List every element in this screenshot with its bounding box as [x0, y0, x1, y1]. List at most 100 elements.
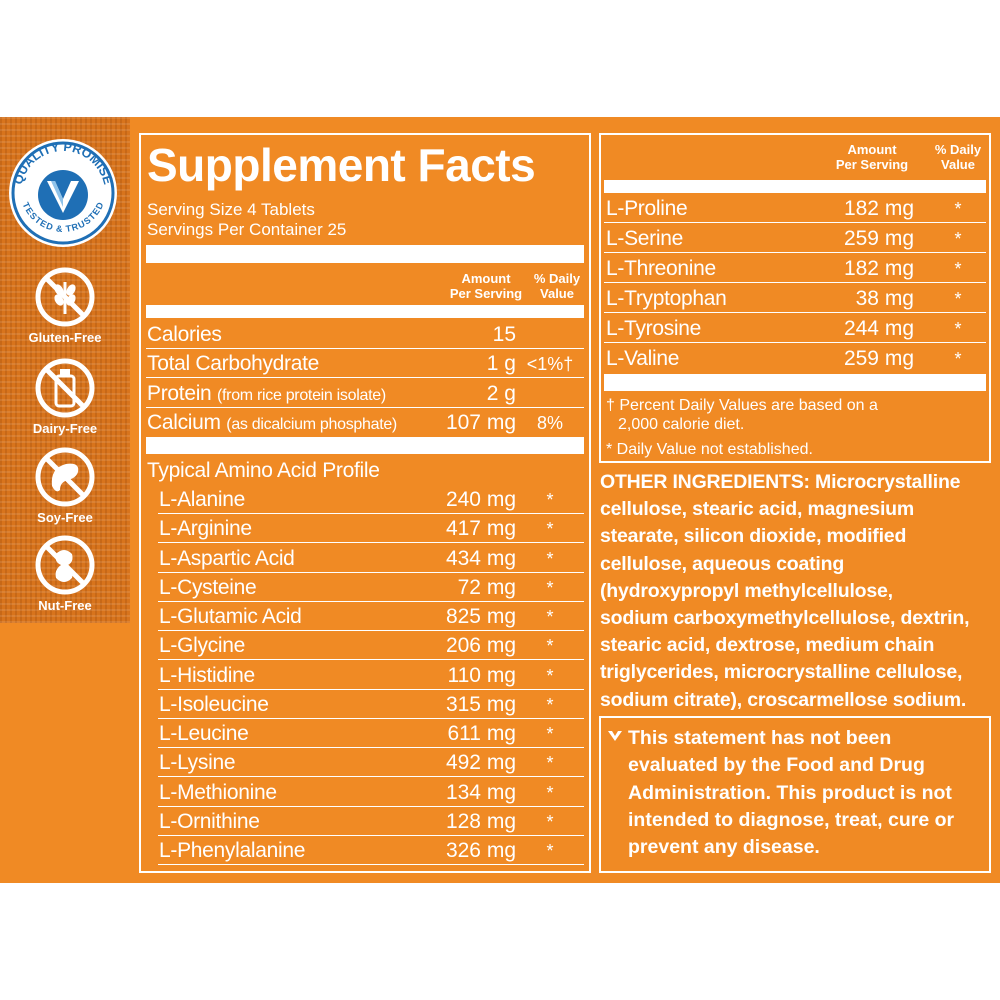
row-divider	[158, 542, 584, 544]
nutrient-amount: 259 mg	[843, 227, 914, 250]
nutrient-daily-value: *	[546, 665, 554, 686]
label-panel	[0, 117, 1000, 883]
nutrient-daily-value: *	[546, 636, 554, 657]
bottle-crossed-icon	[35, 358, 95, 418]
ingredients-line: stearate, silicon dioxide, modified	[600, 525, 907, 548]
statement-line: prevent any disease.	[628, 836, 820, 859]
nutrient-name: Calories	[147, 323, 222, 346]
nutrient-amount: 434 mg	[445, 546, 516, 570]
nutrient-name: Total Carbohydrate	[147, 352, 320, 376]
amino-acid-row: L-Threonine 182 mg *	[604, 254, 986, 282]
amino-acid-row: L-Serine 259 mg *	[604, 224, 986, 252]
row-divider	[158, 805, 584, 807]
nutrient-amount: 15	[492, 323, 516, 346]
fda-statement: This statement has not been evaluated by …	[628, 725, 988, 861]
nutrient-name: L-Serine	[606, 227, 683, 250]
nutrient-amount: 38 mg	[855, 287, 914, 310]
medium-divider-right	[604, 180, 986, 193]
nut-free-badge: Nut-Free	[0, 534, 130, 613]
ingredients-line: (hydroxypropyl methylcellulose,	[600, 579, 893, 602]
serving-size: Serving Size 4 Tablets	[147, 200, 315, 219]
soybean-crossed-icon	[35, 447, 95, 507]
nutrient-amount: 492 mg	[445, 751, 516, 775]
nutrient-daily-value: 8%	[536, 412, 563, 433]
nutrient-daily-value: *	[546, 753, 554, 774]
nutrient-amount: 2 g	[486, 381, 516, 405]
nut-free-label: Nut-Free	[38, 598, 92, 613]
nutrient-daily-value: *	[546, 607, 554, 627]
row-divider	[158, 630, 584, 631]
amino-acid-row: L-Ornithine 128 mg *	[146, 807, 584, 835]
nutrient-amount: 825 mg	[445, 605, 516, 628]
supplement-facts-box-right	[599, 133, 991, 463]
nutrient-name: L-Methionine	[159, 780, 277, 804]
peanut-crossed-icon	[35, 535, 95, 595]
nutrient-daily-value: <1%†	[526, 354, 574, 375]
amino-profile-header: Typical Amino Acid Profile	[147, 459, 380, 482]
amino-acid-row: L-Glutamic Acid 825 mg *	[146, 602, 584, 630]
nutrient-row: Protein (from rice protein isolate) 2 g	[146, 379, 584, 407]
amino-acid-row: L-Phenylalanine 326 mg *	[146, 836, 584, 864]
footnote-dv-not-established: * Daily Value not established.	[606, 441, 813, 458]
nutrient-amount: 182 mg	[843, 257, 914, 280]
statement-line: This statement has not been	[628, 727, 892, 749]
nutrient-name: L-Arginine	[159, 517, 252, 541]
ingredients-line: stearic acid, dextrose, medium chain	[600, 634, 935, 657]
row-divider	[146, 348, 584, 349]
nutrient-daily-value: *	[954, 259, 962, 279]
dairy-free-badge: Dairy-Free	[0, 357, 130, 436]
amino-acid-row: L-Cysteine 72 mg *	[146, 573, 584, 601]
nutrient-daily-value: *	[954, 349, 962, 369]
facts-title: Supplement Facts	[147, 139, 536, 191]
nutrient-name: L-Valine	[606, 347, 680, 370]
header-daily-value-right: % Daily Value	[934, 142, 982, 172]
servings-per-container: Servings Per Container 25	[147, 220, 347, 239]
soy-free-label: Soy-Free	[37, 510, 93, 525]
nutrient-daily-value: *	[954, 229, 962, 249]
amino-acid-row: L-Proline 182 mg *	[604, 194, 986, 222]
ingredients-line: sodium carboxymethylcellulose, dextrin,	[600, 607, 970, 630]
thick-divider-2	[146, 437, 584, 454]
nutrient-daily-value: *	[546, 577, 554, 598]
row-divider	[158, 834, 584, 836]
header-daily-value: % Daily Value	[533, 271, 581, 301]
amino-acid-row: L-Glycine 206 mg *	[146, 631, 584, 659]
nutrient-name: Calcium (as dicalcium phosphate)	[147, 410, 397, 434]
nutrient-name: L-Glycine	[159, 634, 245, 658]
ingredients-line: triglycerides, microcrystalline cellulos…	[600, 661, 963, 684]
nutrient-name: L-Proline	[606, 197, 688, 220]
nutrient-name: L-Threonine	[606, 257, 716, 280]
chevron-down-icon	[608, 731, 622, 741]
ingredients-line: cellulose, stearic acid, magnesium	[600, 498, 915, 521]
amino-acid-row: L-Valine 259 mg *	[604, 344, 986, 372]
nutrient-name: L-Tryptophan	[606, 287, 727, 310]
fda-statement-box	[599, 716, 991, 873]
header-amount-right: Amount Per Serving	[835, 142, 909, 172]
nutrient-daily-value: *	[546, 811, 554, 832]
gluten-free-label: Gluten-Free	[28, 330, 102, 345]
nutrient-amount: 240 mg	[445, 488, 516, 511]
nutrient-daily-value: *	[954, 289, 962, 309]
nutrient-amount: 182 mg	[843, 197, 914, 220]
nutrient-daily-value: *	[546, 548, 554, 569]
amino-acid-row: L-Tryptophan 38 mg *	[604, 284, 986, 312]
nutrient-name: L-Phenylalanine	[159, 839, 306, 862]
nutrient-amount: 110 mg	[447, 663, 517, 687]
nutrient-daily-value: *	[546, 519, 554, 540]
supplement-facts-box	[139, 133, 591, 873]
ingredients-line: Microcrystalline	[809, 471, 961, 493]
amino-acid-row: L-Isoleucine 315 mg *	[146, 690, 584, 718]
amino-acid-row: L-Alanine 240 mg *	[146, 485, 584, 513]
nutrient-amount: 1 g	[486, 352, 516, 376]
nutrient-daily-value: *	[546, 490, 554, 510]
nutrient-daily-value: *	[954, 199, 962, 219]
nutrient-daily-value: *	[954, 319, 962, 339]
row-divider	[158, 688, 584, 690]
nutrient-amount: 107 mg	[445, 410, 516, 434]
nutrient-row: Calcium (as dicalcium phosphate) 107 mg 8%	[146, 408, 584, 436]
thick-divider	[146, 245, 584, 263]
row-divider	[158, 600, 584, 602]
statement-line: Administration. This product is not	[628, 781, 952, 804]
nutrient-name: L-Lysine	[159, 751, 236, 775]
gluten-free-badge: Gluten-Free	[0, 266, 130, 345]
